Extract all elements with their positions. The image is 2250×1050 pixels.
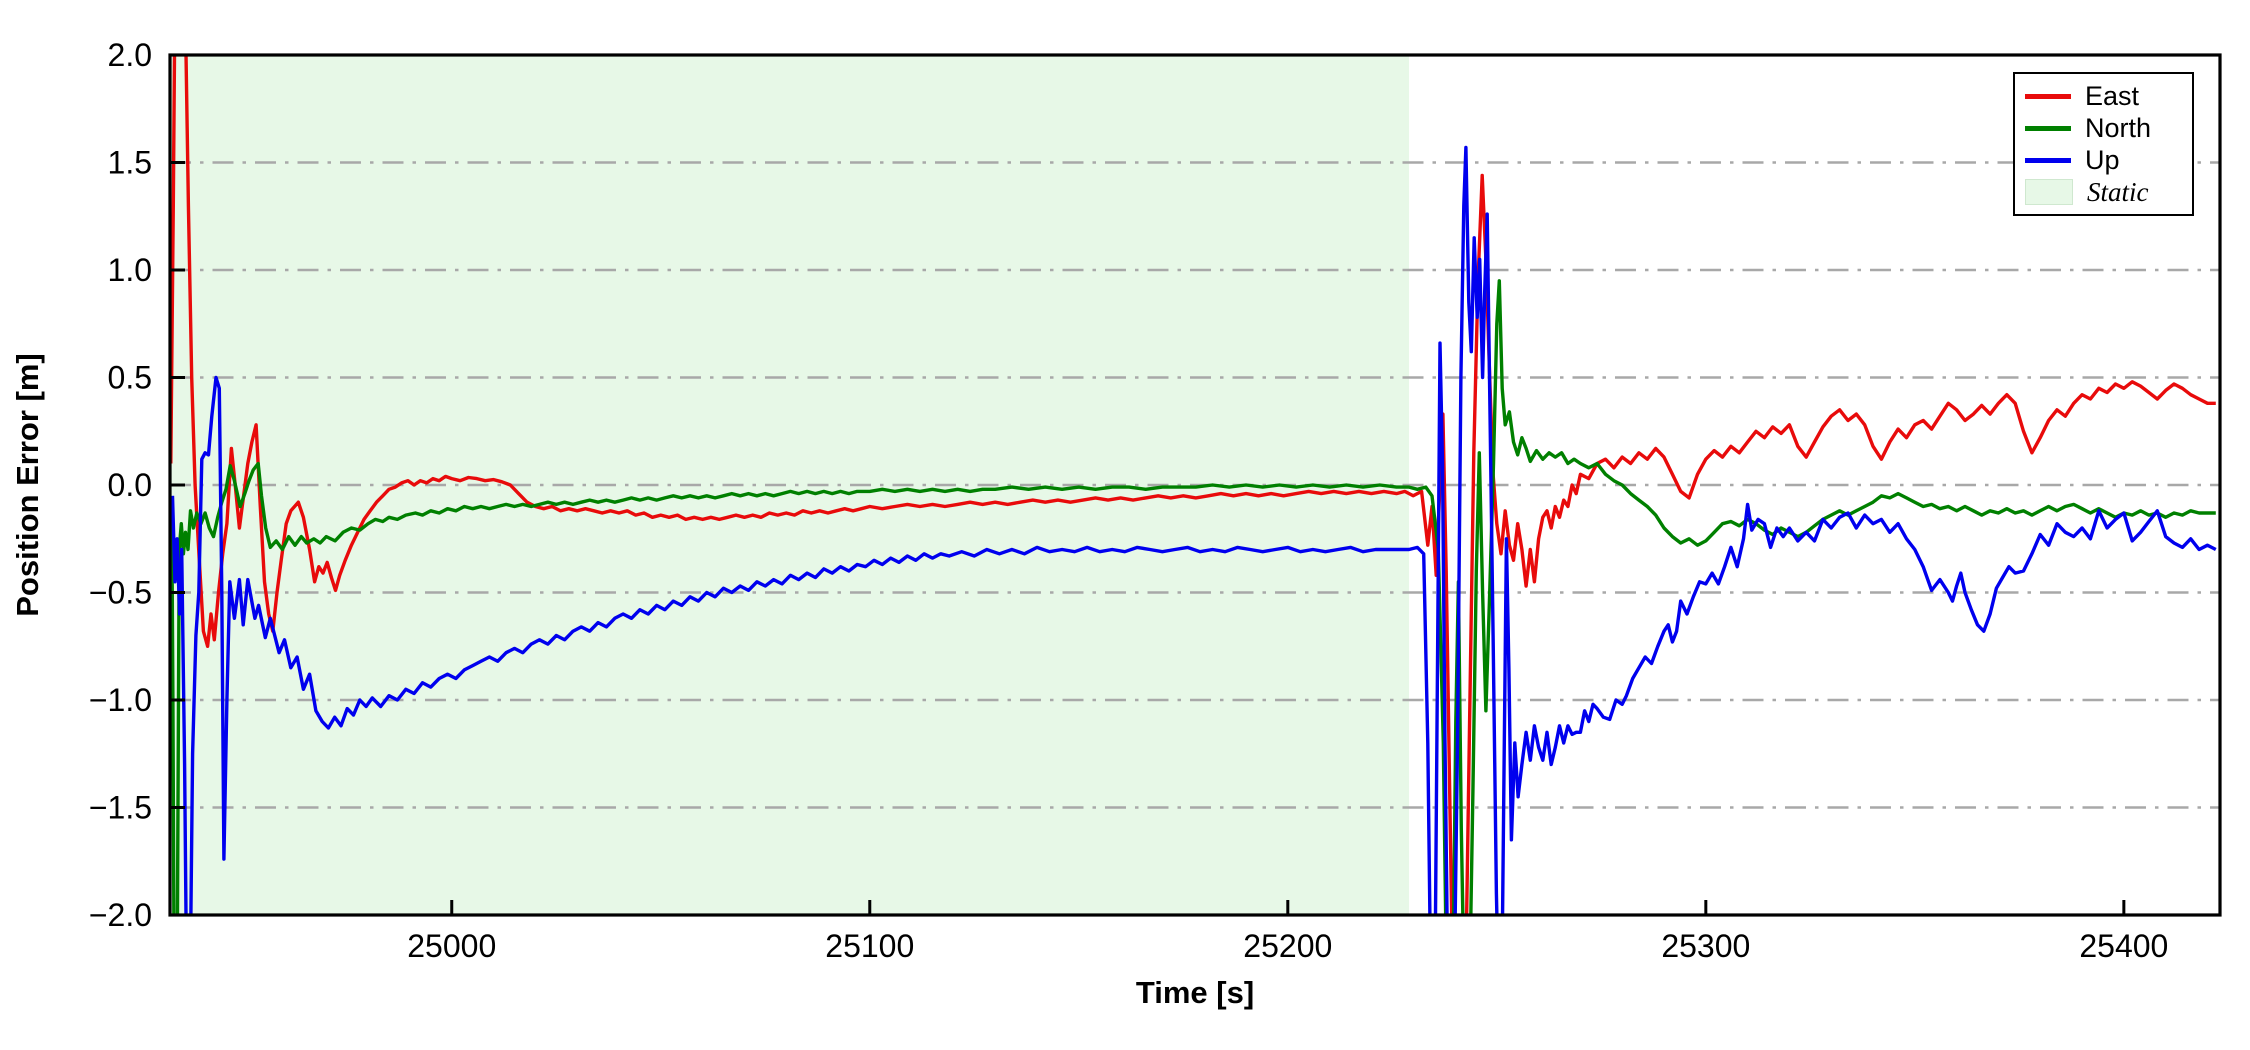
y-tick-label: −2.0 <box>89 897 152 933</box>
legend-item-static: Static <box>2025 177 2182 207</box>
legend-item-north: North <box>2025 113 2182 143</box>
x-tick-label: 25400 <box>2079 928 2168 964</box>
y-tick-label: 0.0 <box>108 467 152 503</box>
y-tick-label: −1.0 <box>89 682 152 718</box>
x-tick-label: 25300 <box>1661 928 1750 964</box>
x-tick-label: 25000 <box>407 928 496 964</box>
series-up <box>170 145 2217 915</box>
y-tick-label: 1.5 <box>108 145 152 181</box>
x-axis-title: Time [s] <box>1135 975 1255 1010</box>
legend-item-up: Up <box>2025 145 2182 175</box>
static-region-swatch <box>2025 179 2073 205</box>
y-axis-title: Position Error [m] <box>10 353 45 617</box>
legend-label-static: Static <box>2087 176 2149 207</box>
up-line-swatch <box>2025 157 2071 163</box>
axes-border <box>168 53 2222 917</box>
legend-label-north: North <box>2085 112 2152 143</box>
legend-label-east: East <box>2085 80 2140 111</box>
y-tick-label: 2.0 <box>108 37 152 73</box>
series-north <box>170 279 2216 915</box>
series-east <box>170 55 2216 915</box>
y-tick-label: −1.5 <box>89 790 152 826</box>
y-tick-label: 1.0 <box>108 252 152 288</box>
north-line-swatch <box>2025 125 2071 131</box>
legend: East North Up Static <box>2013 72 2194 216</box>
legend-item-east: East <box>2025 81 2182 111</box>
legend-label-up: Up <box>2085 144 2120 175</box>
east-line-swatch <box>2025 93 2071 99</box>
x-tick-label: 25100 <box>825 928 914 964</box>
x-tick-label: 25200 <box>1243 928 1332 964</box>
y-tick-label: −0.5 <box>89 575 152 611</box>
y-tick-label: 0.5 <box>108 360 152 396</box>
